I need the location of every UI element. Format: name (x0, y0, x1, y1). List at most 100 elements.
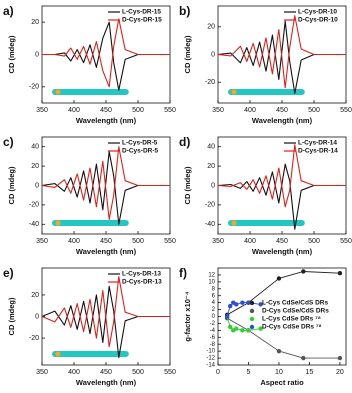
y-tick-label: -12 (206, 356, 215, 362)
panel-letter: f) (179, 266, 187, 280)
x-tick-label: 400 (68, 107, 80, 114)
rod-core (55, 351, 61, 357)
x-tick-label: 0 (216, 369, 220, 376)
rod-schematic (52, 220, 129, 226)
panel: c)Wavelength (nm)CD (mdeg)350 400 450 500 55… (3, 135, 176, 256)
cd-line (217, 163, 346, 230)
y-tick-label: -40 (205, 221, 215, 228)
rod-core (231, 89, 237, 95)
x-axis-label: Wavelength (nm) (252, 116, 313, 125)
panel: e) Wavelength (nm) CD (mdeg) 350 400 450 500 55… (3, 266, 176, 387)
y-axis-label: CD (mdeg) (7, 35, 16, 73)
y-tick-label: 20 (31, 292, 39, 299)
point (246, 328, 251, 333)
rod-schematic (228, 89, 305, 95)
legend-label: L-Cys-DR-13 (122, 271, 161, 278)
x-tick-label: 500 (132, 369, 144, 376)
legend-marker (249, 324, 255, 330)
legend-marker (249, 300, 255, 306)
y-tick-label: -20 (205, 202, 215, 209)
x-axis-label: Wavelength (nm) (252, 247, 313, 256)
y-tick-label: 20 (207, 24, 215, 31)
panel: d)Wavelength (nm)CD (mdeg)350 400 450 500 55… (179, 135, 352, 256)
y-tick-label: 8 (212, 286, 216, 292)
panel-letter: a) (3, 4, 14, 18)
x-tick-label: 550 (340, 238, 352, 245)
y-tick-label: 20 (31, 19, 39, 26)
legend-label: D-Cys-DR-10 (298, 17, 338, 24)
point (301, 355, 306, 361)
x-tick-label: 350 (36, 107, 48, 114)
y-tick-label: -8 (210, 342, 216, 348)
x-tick-label: 450 (100, 107, 112, 114)
point (227, 324, 233, 330)
x-tick-label: 550 (340, 107, 352, 114)
y-tick-label: -10 (206, 349, 215, 355)
y-tick-label: 0 (35, 313, 39, 320)
x-tick-label: 350 (36, 238, 48, 245)
legend-label: D-Cys CdSe DRs ⁷⁸ (262, 324, 322, 331)
point (301, 269, 306, 274)
x-tick-label: 400 (244, 238, 256, 245)
x-tick-label: 550 (164, 369, 176, 376)
y-tick-label: 4 (212, 300, 216, 306)
x-tick-label: 400 (68, 369, 80, 376)
rod-schematic (228, 220, 305, 226)
point (276, 276, 282, 281)
panel: a) Wavelength (nm) CD (mdeg) 350 400 450 500 55… (3, 4, 176, 125)
x-tick-label: 450 (276, 238, 288, 245)
x-tick-label: 350 (36, 369, 48, 376)
x-axis-label: Aspect ratio (260, 378, 304, 387)
x-axis-label: Wavelength (nm) (76, 378, 137, 387)
cd-line (41, 285, 170, 359)
x-tick-label: 450 (100, 238, 112, 245)
y-axis-label: CD (mdeg) (7, 297, 16, 335)
legend-label: D-Cys-DR-14 (298, 148, 338, 155)
y-tick-label: 6 (212, 293, 216, 299)
rod-schematic (52, 89, 129, 95)
legend-label: D-Cys-DR-15 (122, 17, 162, 24)
panel: b) Wavelength (nm) CD (mdeg) 350 400 450 500 55… (179, 4, 352, 125)
legend-label: L-Cys-DR-15 (122, 9, 161, 16)
x-tick-label: 400 (68, 238, 80, 245)
y-tick-label: -2 (210, 321, 216, 327)
x-tick-label: 550 (164, 107, 176, 114)
y-tick-label: -14 (206, 363, 215, 369)
x-tick-label: 15 (306, 369, 314, 376)
legend-label: L-Cys CdSe DRs ⁷⁸ (262, 316, 321, 323)
panel-letter: b) (179, 4, 190, 18)
point (258, 326, 263, 331)
y-tick-label: -20 (29, 202, 39, 209)
rod-core (55, 89, 61, 95)
cd-line (42, 18, 170, 88)
legend-label: L-Cys-DR-10 (298, 9, 337, 16)
y-tick-label: 20 (207, 163, 215, 170)
cd-line (41, 276, 170, 348)
y-tick-label: 0 (35, 182, 39, 189)
legend-marker (249, 308, 255, 314)
rod-core (55, 220, 61, 226)
x-tick-label: 400 (244, 107, 256, 114)
y-tick-label: 0 (212, 314, 216, 320)
fit-line (226, 316, 261, 331)
x-tick-label: 500 (308, 107, 320, 114)
x-tick-label: 350 (212, 238, 224, 245)
x-tick-label: 500 (132, 238, 144, 245)
legend-label: D-Cys CdSe/CdS DRs (262, 308, 329, 315)
x-tick-label: 20 (336, 369, 344, 376)
y-axis-label: CD (mdeg) (183, 35, 192, 73)
cd-line (217, 20, 346, 94)
point (240, 328, 245, 333)
point (240, 300, 245, 305)
point (337, 355, 343, 361)
cd-line (41, 151, 170, 225)
y-axis-label: CD (mdeg) (183, 166, 192, 204)
point (258, 302, 263, 307)
y-tick-label: 2 (212, 307, 216, 313)
x-axis-label: Wavelength (nm) (76, 116, 137, 125)
x-axis-label: Wavelength (nm) (76, 247, 137, 256)
y-tick-label: -40 (29, 221, 39, 228)
y-tick-label: -6 (210, 335, 216, 341)
point (224, 314, 230, 319)
